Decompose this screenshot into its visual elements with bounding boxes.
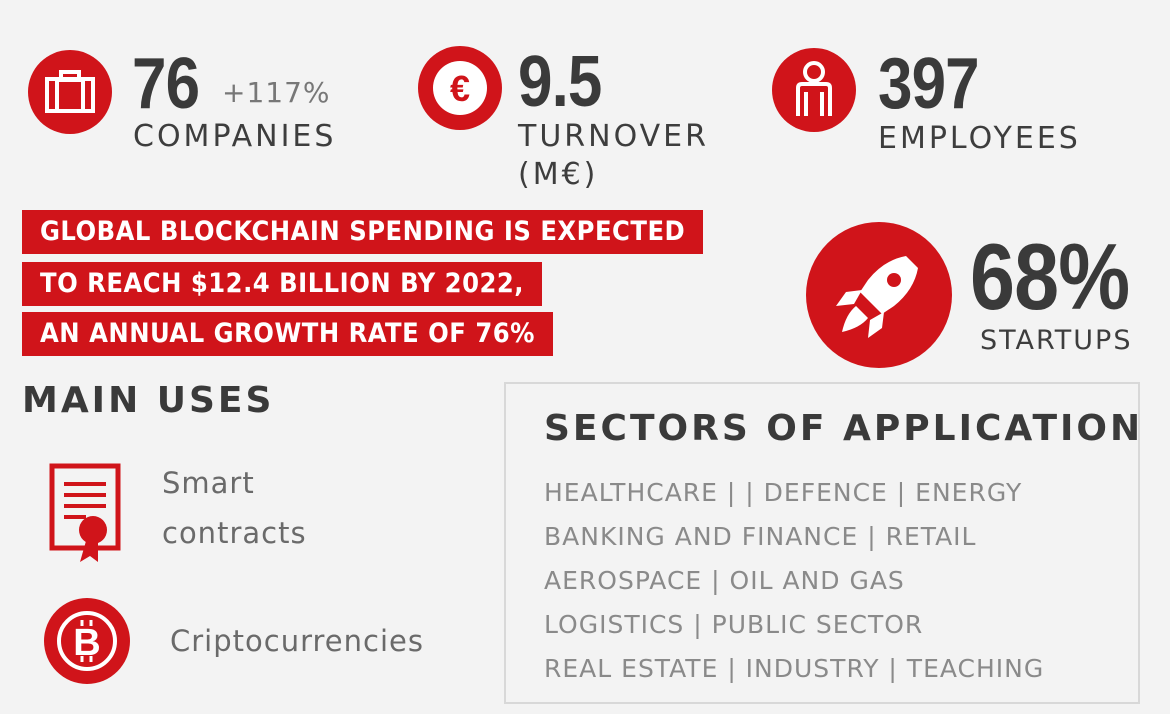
- sector-row: HEALTHCARE | | DEFENCE | ENERGY: [544, 478, 1023, 507]
- bitcoin-glyph: B: [73, 622, 100, 664]
- sector-row: LOGISTICS | PUBLIC SECTOR: [544, 610, 924, 639]
- rocket-icon: [806, 222, 952, 368]
- companies-change: +117%: [222, 76, 331, 109]
- euro-icon: €: [418, 46, 502, 130]
- banner-line-1: GLOBAL BLOCKCHAIN SPENDING IS EXPECTED: [22, 210, 704, 254]
- use-label-criptocurrencies: Criptocurrencies: [170, 624, 424, 658]
- turnover-value: 9.5: [518, 42, 602, 122]
- sectors-box: SECTORS OF APPLICATION HEALTHCARE | | DE…: [504, 382, 1140, 704]
- companies-label: COMPANIES: [133, 119, 337, 154]
- use-label-contracts: contracts: [162, 516, 307, 550]
- sector-row: REAL ESTATE | INDUSTRY | TEACHING: [544, 654, 1045, 683]
- turnover-unit: (M€): [518, 157, 599, 192]
- euro-glyph: €: [450, 68, 470, 109]
- companies-value: 76: [132, 44, 200, 124]
- sector-row: BANKING AND FINANCE | RETAIL: [544, 522, 977, 551]
- main-uses-title: MAIN USES: [22, 380, 275, 421]
- certificate-icon: [46, 462, 124, 566]
- sectors-title: SECTORS OF APPLICATION: [544, 408, 1144, 449]
- employees-value: 397: [878, 44, 980, 124]
- turnover-label: TURNOVER: [518, 119, 709, 154]
- startups-label: STARTUPS: [980, 325, 1133, 356]
- startups-value: 68%: [970, 224, 1130, 329]
- person-icon: [772, 48, 856, 132]
- banner-line-2: TO REACH $12.4 BILLION BY 2022,: [22, 262, 543, 306]
- employees-label: EMPLOYEES: [878, 121, 1081, 156]
- briefcase-icon: [28, 50, 112, 134]
- use-label-smart: Smart: [162, 466, 255, 500]
- sector-row: AEROSPACE | OIL AND GAS: [544, 566, 905, 595]
- banner-line-3: AN ANNUAL GROWTH RATE OF 76%: [22, 312, 553, 356]
- bitcoin-icon: B: [42, 596, 132, 686]
